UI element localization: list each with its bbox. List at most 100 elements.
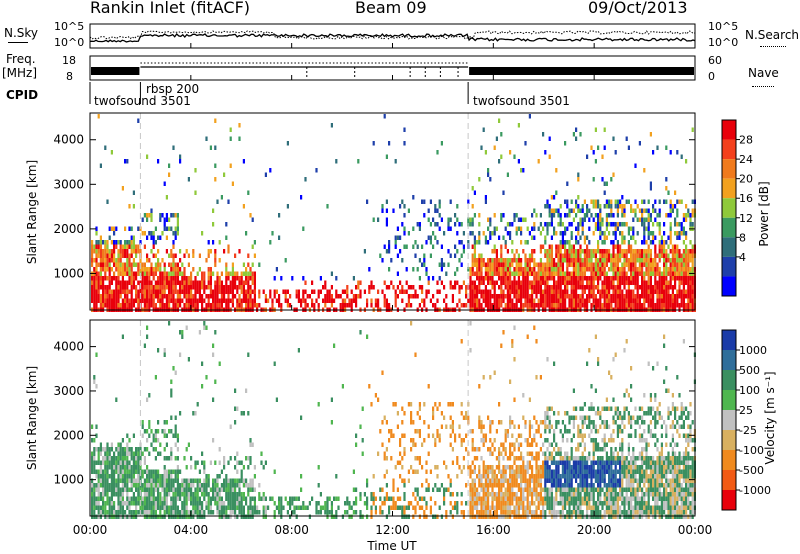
heat-cell <box>141 496 144 501</box>
heat-cell <box>410 285 413 290</box>
heat-cell <box>93 244 96 249</box>
heat-cell <box>515 465 518 470</box>
heat-cell <box>407 478 410 483</box>
heat-cell <box>652 271 655 276</box>
heat-cell <box>515 258 518 263</box>
heat-cell <box>654 217 657 222</box>
heat-cell <box>172 280 175 285</box>
heat-cell <box>630 303 633 308</box>
heat-cell <box>124 267 127 272</box>
heat-cell <box>652 294 655 299</box>
heat-cell <box>317 294 320 299</box>
heat-cell <box>559 267 562 272</box>
heat-cell <box>159 285 162 290</box>
heat-cell <box>146 271 149 276</box>
heat-cell <box>212 294 215 299</box>
heat-cell <box>678 303 681 308</box>
heat-cell <box>621 303 624 308</box>
heat-cell <box>126 460 129 465</box>
heat-cell <box>495 492 498 497</box>
heat-cell <box>148 424 151 429</box>
heat-cell <box>231 483 234 488</box>
heat-cell <box>566 213 569 218</box>
heat-cell <box>330 271 333 276</box>
heat-cell <box>489 469 492 474</box>
heat-cell <box>135 276 138 281</box>
heat-cell <box>148 510 151 515</box>
heat-cell <box>159 510 162 515</box>
heat-cell <box>645 262 648 267</box>
heat-cell <box>630 262 633 267</box>
heat-cell <box>150 487 153 492</box>
heat-cell <box>412 226 415 231</box>
heat-cell <box>326 501 329 506</box>
heat-cell <box>330 285 333 290</box>
heat-cell <box>381 442 384 447</box>
heat-cell <box>130 280 133 285</box>
heat-cell <box>539 258 542 263</box>
heat-cell <box>478 303 481 308</box>
heat-cell <box>124 244 127 249</box>
heat-cell <box>418 406 421 411</box>
heat-cell <box>566 294 569 299</box>
heat-cell <box>137 294 140 299</box>
heat-cell <box>247 492 250 497</box>
heat-cell <box>273 510 276 515</box>
heat-cell <box>469 271 472 276</box>
heat-cell <box>240 271 243 276</box>
heat-cell <box>207 280 210 285</box>
heat-cell <box>511 271 514 276</box>
heat-cell <box>185 249 188 254</box>
heat-cell <box>97 276 100 281</box>
heat-cell <box>201 514 204 519</box>
heat-cell <box>429 505 432 510</box>
heat-cell <box>196 280 199 285</box>
heat-cell <box>95 303 98 308</box>
heat-cell <box>610 213 613 218</box>
heat-cell <box>154 433 157 438</box>
heat-cell <box>511 474 514 479</box>
heat-cell <box>165 456 168 461</box>
heat-cell <box>93 438 96 443</box>
heat-cell <box>649 285 652 290</box>
heat-cell <box>608 258 611 263</box>
heat-cell <box>634 253 637 258</box>
heat-cell <box>174 213 177 218</box>
heat-cell <box>247 514 250 519</box>
heat-cell <box>438 199 441 204</box>
heat-cell <box>502 447 505 452</box>
heat-cell <box>456 267 459 272</box>
heat-cell <box>148 294 151 299</box>
heat-cell <box>524 424 527 429</box>
heat-cell <box>495 483 498 488</box>
heat-cell <box>660 240 663 245</box>
heat-cell <box>676 222 679 227</box>
heat-cell <box>95 231 98 236</box>
heat-cell <box>253 298 256 303</box>
heat-cell <box>106 447 109 452</box>
heat-cell <box>509 150 512 155</box>
heat-cell <box>495 474 498 479</box>
heat-cell <box>416 429 419 434</box>
heat-cell <box>394 298 397 303</box>
heat-cell <box>194 294 197 299</box>
heat-cell <box>385 249 388 254</box>
heat-cell <box>619 303 622 308</box>
heat-cell <box>663 298 666 303</box>
heat-cell <box>372 474 375 479</box>
heat-cell <box>91 280 94 285</box>
heat-cell <box>502 213 505 218</box>
heat-cell <box>590 294 593 299</box>
heat-cell <box>225 271 228 276</box>
heat-cell <box>456 231 459 236</box>
heat-cell <box>533 456 536 461</box>
heat-cell <box>172 145 175 150</box>
heat-cell <box>139 505 142 510</box>
heat-cell <box>579 258 582 263</box>
heat-cell <box>498 460 501 465</box>
heat-cell <box>500 420 503 425</box>
heat-cell <box>187 276 190 281</box>
heat-cell <box>187 483 190 488</box>
heat-cell <box>176 262 179 267</box>
heat-cell <box>97 474 100 479</box>
